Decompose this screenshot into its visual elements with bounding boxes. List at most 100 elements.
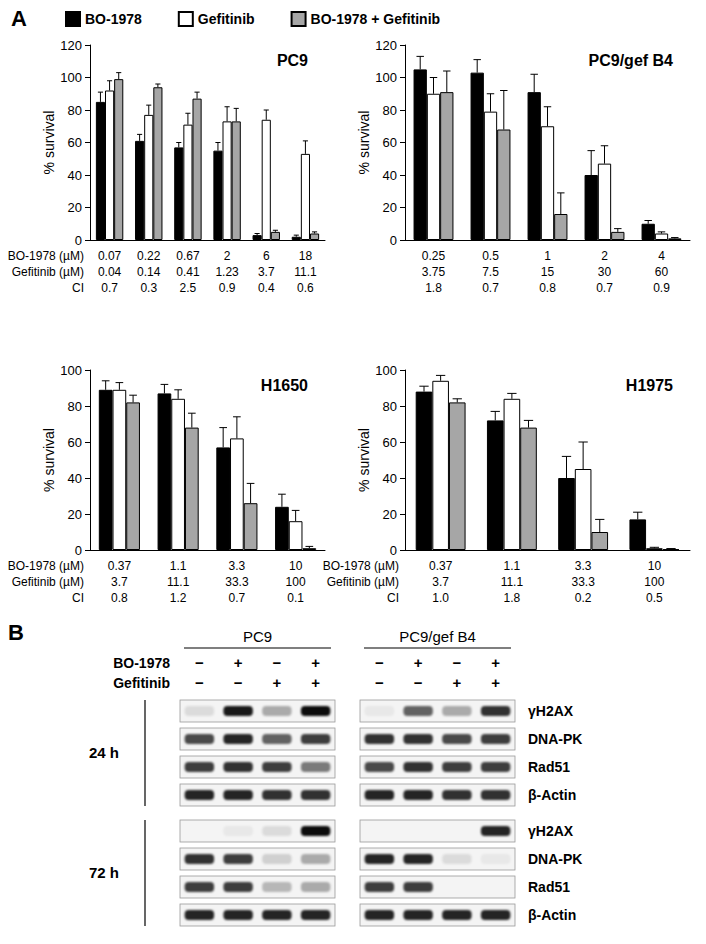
svg-text:Gefitinib (µM): Gefitinib (µM)	[12, 265, 84, 279]
svg-text:3.3: 3.3	[575, 559, 592, 573]
svg-text:3.75: 3.75	[422, 265, 446, 279]
svg-text:60: 60	[383, 135, 397, 150]
svg-text:Rad51: Rad51	[528, 879, 570, 895]
svg-text:+: +	[234, 654, 243, 671]
svg-text:72 h: 72 h	[89, 864, 119, 881]
svg-text:γH2AX: γH2AX	[528, 823, 574, 839]
svg-text:2: 2	[224, 249, 231, 263]
svg-text:0.4: 0.4	[258, 281, 275, 295]
svg-text:20: 20	[68, 200, 82, 215]
svg-text:60: 60	[655, 265, 669, 279]
svg-text:0.1: 0.1	[287, 591, 304, 605]
svg-text:+: +	[272, 674, 281, 691]
svg-text:0.8: 0.8	[539, 281, 556, 295]
svg-text:80: 80	[383, 103, 397, 118]
svg-text:CI: CI	[72, 281, 84, 295]
svg-text:10: 10	[648, 559, 662, 573]
svg-text:120: 120	[60, 38, 82, 53]
svg-text:0.2: 0.2	[575, 591, 592, 605]
svg-text:60: 60	[68, 135, 82, 150]
svg-text:0.6: 0.6	[297, 281, 314, 295]
svg-text:β-Actin: β-Actin	[528, 907, 576, 923]
svg-text:80: 80	[68, 103, 82, 118]
svg-text:BO-1978: BO-1978	[85, 11, 142, 27]
svg-text:15: 15	[541, 265, 555, 279]
svg-text:100: 100	[286, 575, 306, 589]
svg-text:DNA-PK: DNA-PK	[528, 731, 582, 747]
svg-text:1.0: 1.0	[432, 591, 449, 605]
svg-text:1.23: 1.23	[215, 265, 239, 279]
svg-text:−: −	[375, 654, 384, 671]
svg-text:1: 1	[544, 249, 551, 263]
svg-text:% survival: % survival	[41, 111, 57, 175]
svg-text:PC9/gef B4: PC9/gef B4	[589, 52, 674, 69]
svg-text:−: −	[375, 674, 384, 691]
svg-text:0.7: 0.7	[229, 591, 246, 605]
svg-text:4: 4	[658, 249, 665, 263]
svg-text:40: 40	[383, 168, 397, 183]
svg-text:10: 10	[289, 559, 303, 573]
svg-text:+: +	[414, 654, 423, 671]
svg-text:40: 40	[383, 471, 397, 486]
svg-text:1.1: 1.1	[504, 559, 521, 573]
svg-text:% survival: % survival	[41, 428, 57, 492]
svg-text:0.7: 0.7	[101, 281, 118, 295]
svg-text:BO-1978 (µM): BO-1978 (µM)	[323, 559, 399, 573]
svg-text:30: 30	[598, 265, 612, 279]
svg-text:20: 20	[68, 507, 82, 522]
svg-text:BO-1978: BO-1978	[113, 655, 170, 671]
svg-text:% survival: % survival	[356, 428, 372, 492]
svg-text:7.5: 7.5	[482, 265, 499, 279]
svg-text:0.5: 0.5	[482, 249, 499, 263]
svg-text:80: 80	[68, 399, 82, 414]
svg-text:PC9/gef B4: PC9/gef B4	[399, 628, 476, 645]
svg-text:20: 20	[383, 507, 397, 522]
svg-text:33.3: 33.3	[225, 575, 249, 589]
svg-text:PC9: PC9	[243, 628, 272, 645]
svg-text:120: 120	[375, 38, 397, 53]
svg-text:0.37: 0.37	[108, 559, 132, 573]
svg-text:80: 80	[383, 399, 397, 414]
svg-text:0.37: 0.37	[429, 559, 453, 573]
svg-text:0.41: 0.41	[176, 265, 200, 279]
svg-text:0.25: 0.25	[422, 249, 446, 263]
svg-text:1.1: 1.1	[170, 559, 187, 573]
svg-text:0: 0	[390, 233, 397, 248]
svg-text:3.3: 3.3	[229, 559, 246, 573]
svg-text:% survival: % survival	[356, 111, 372, 175]
svg-text:+: +	[311, 654, 320, 671]
svg-text:33.3: 33.3	[571, 575, 595, 589]
svg-text:40: 40	[68, 471, 82, 486]
svg-text:0.8: 0.8	[111, 591, 128, 605]
svg-text:H1650: H1650	[261, 377, 308, 394]
svg-text:60: 60	[383, 435, 397, 450]
svg-text:0.3: 0.3	[140, 281, 157, 295]
svg-text:6: 6	[263, 249, 270, 263]
svg-text:γH2AX: γH2AX	[528, 703, 574, 719]
svg-text:0.22: 0.22	[137, 249, 161, 263]
svg-text:3.7: 3.7	[432, 575, 449, 589]
svg-text:2: 2	[601, 249, 608, 263]
svg-text:−: −	[452, 654, 461, 671]
svg-text:100: 100	[60, 70, 82, 85]
svg-text:PC9: PC9	[277, 52, 308, 69]
svg-text:60: 60	[68, 435, 82, 450]
svg-text:+: +	[452, 674, 461, 691]
svg-text:CI: CI	[72, 591, 84, 605]
svg-text:0: 0	[75, 543, 82, 558]
svg-text:0.14: 0.14	[137, 265, 161, 279]
svg-text:1.8: 1.8	[425, 281, 442, 295]
svg-text:−: −	[195, 674, 204, 691]
svg-text:18: 18	[299, 249, 313, 263]
svg-text:B: B	[8, 620, 24, 645]
svg-text:100: 100	[375, 363, 397, 378]
svg-text:3.7: 3.7	[111, 575, 128, 589]
svg-text:Gefitinib (µM): Gefitinib (µM)	[12, 575, 84, 589]
svg-text:BO-1978 + Gefitinib: BO-1978 + Gefitinib	[311, 11, 441, 27]
svg-text:1.2: 1.2	[170, 591, 187, 605]
svg-text:CI: CI	[387, 591, 399, 605]
svg-text:Rad51: Rad51	[528, 759, 570, 775]
svg-text:0.7: 0.7	[596, 281, 613, 295]
svg-text:+: +	[491, 674, 500, 691]
svg-text:24 h: 24 h	[89, 744, 119, 761]
